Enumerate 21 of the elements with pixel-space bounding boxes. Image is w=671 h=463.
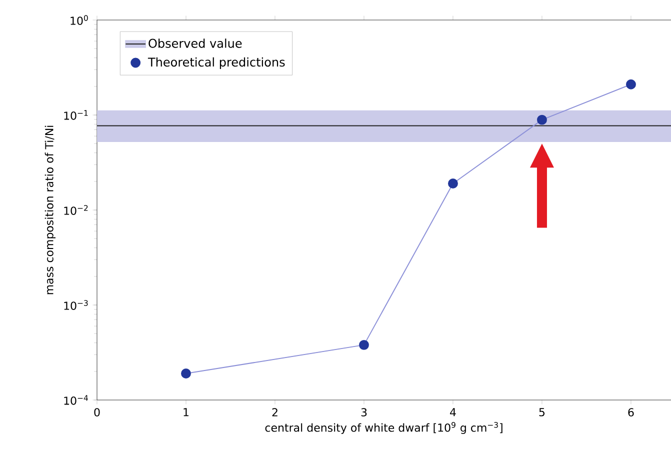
point [359,340,369,350]
y-tick-label: 10$^{−2}$ [64,205,88,215]
legend-label: Observed value [148,38,242,48]
y-axis-title: mass composition ratio of Ti/Ni [44,126,56,294]
point [448,178,458,189]
point [626,79,636,90]
point [536,114,547,125]
x-tick-label: 4 [450,408,456,416]
x-tick-label: 1 [184,408,188,416]
x-axis-title: central density of white dwarf [10$^{9}$ g cm$^{−3}$] [265,422,502,434]
x-tick-label: 5 [539,408,544,416]
y-tick-label: 10$^{−1}$ [64,110,88,120]
y-tick-label: 10$^{−3}$ [64,300,88,310]
point [181,368,191,379]
legend-label: Theoretical predictions [148,57,285,69]
x-tick-label: 3 [361,408,367,416]
y-tick-label: 10$^{−4}$ [64,395,88,405]
y-tick-label: 10$^{0}$ [70,15,88,25]
x-tick-label: 6 [628,408,634,416]
x-tick-label: 2 [272,408,278,416]
x-tick-label: 0 [94,408,100,416]
